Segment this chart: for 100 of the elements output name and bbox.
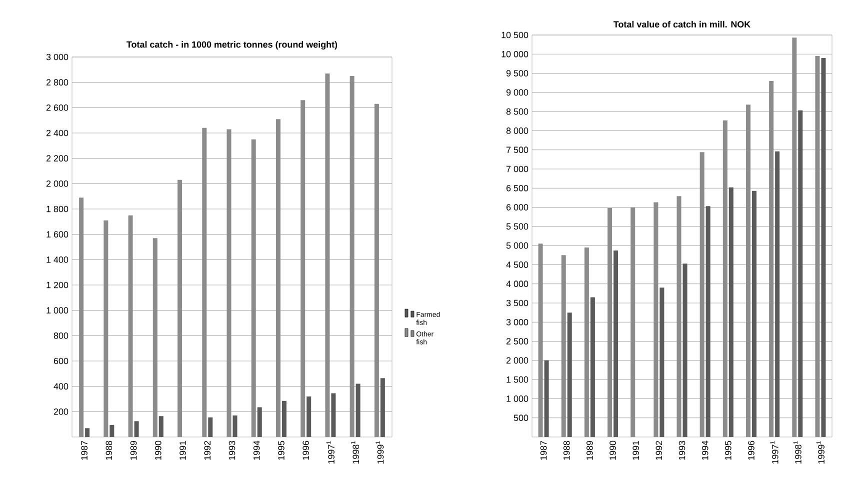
y-tick-label: 6 000 (506, 204, 528, 210)
bar (257, 407, 262, 437)
y-tick-label: 3 500 (506, 300, 528, 306)
bar (567, 312, 572, 437)
bar (608, 208, 612, 437)
y-tick-label: 6 500 (506, 184, 528, 192)
x-tick-label: 1989 (130, 440, 137, 460)
y-tick-label: 1 200 (46, 282, 68, 288)
x-tick-label: 1999$^{1}$ (376, 441, 384, 464)
x-tick-label: 1995 (724, 440, 732, 460)
bar (158, 416, 164, 437)
y-tick-label: 800 (54, 332, 68, 339)
y-tick-label: 1 400 (46, 256, 68, 263)
x-tick-label: 1990 (610, 440, 616, 460)
bar (746, 104, 750, 437)
x-tick-label: 1992 (656, 440, 662, 460)
x-tick-label: 1987 (81, 440, 88, 460)
bar (722, 120, 728, 437)
y-tick-label: 2 200 (46, 155, 68, 162)
bar (792, 38, 797, 437)
bar (706, 206, 710, 437)
bar (590, 297, 595, 437)
bar (728, 187, 734, 437)
y-tick-label: 2 400 (46, 130, 68, 136)
x-tick-label: 1993 (228, 440, 236, 460)
x-tick-label: 1998$^{1}$ (793, 441, 802, 464)
y-tick-label: 5 000 (506, 242, 528, 249)
bar (775, 151, 780, 437)
x-tick-label: 1995 (278, 440, 284, 460)
x-tick-label: 1987 (540, 440, 547, 460)
bar (815, 56, 820, 437)
bar (276, 119, 280, 437)
x-tick-label: 1991 (632, 440, 640, 460)
x-tick-label: 1991 (180, 440, 186, 460)
bar (300, 100, 306, 437)
x-tick-label: 1994 (702, 440, 708, 460)
y-tick-label: 3 000 (506, 318, 528, 326)
bar (614, 250, 618, 437)
y-tick-label: 9 500 (506, 70, 528, 76)
y-tick-label: 2 800 (46, 79, 68, 86)
y-tick-label: 1 800 (46, 206, 68, 212)
y-tick-label: 7 500 (506, 146, 528, 154)
bar (769, 80, 774, 437)
y-tick-label: 4 500 (506, 262, 528, 268)
x-tick-label: 1997$^{1}$ (326, 441, 334, 464)
x-tick-label: 1996 (748, 440, 754, 460)
x-tick-label: 1999$^{1}$ (816, 441, 824, 464)
y-tick-label: 2 000 (46, 180, 68, 187)
y-tick-label: 3 000 (46, 54, 68, 60)
bar (544, 360, 549, 437)
bar (654, 202, 658, 437)
chart-title: Total catch - in 1000 metric tonnes (round weight) (126, 41, 338, 50)
y-tick-label: 2 500 (506, 338, 528, 344)
bar (676, 196, 682, 437)
x-tick-label: 1988 (563, 440, 570, 460)
y-tick-label: 4 000 (506, 280, 528, 288)
bar (306, 396, 312, 437)
bar (660, 288, 664, 437)
bar (208, 417, 213, 437)
bar (821, 58, 826, 437)
y-tick-label: 600 (54, 358, 68, 364)
bar (682, 264, 688, 437)
y-tick-label: 2 600 (46, 104, 68, 111)
y-tick-label: 1 500 (506, 376, 528, 383)
y-tick-label: 400 (54, 383, 68, 390)
bar (282, 400, 286, 437)
bar (538, 244, 543, 437)
x-tick-label: 1988 (106, 440, 112, 460)
y-tick-label: 7 000 (506, 166, 528, 172)
bar (251, 139, 256, 437)
bar (178, 180, 182, 437)
y-tick-label: 1 000 (46, 307, 68, 314)
bar (350, 76, 354, 437)
x-tick-label: 1989 (586, 440, 593, 460)
x-tick-label: 1993 (678, 440, 686, 460)
x-tick-label: 1996 (302, 440, 310, 460)
y-tick-label: 8 500 (506, 108, 528, 115)
x-tick-label: 1992 (204, 440, 211, 460)
bar (356, 384, 360, 437)
bar (110, 424, 114, 437)
chart-title: Total value of catch in mill. NOK (614, 20, 751, 28)
y-tick-label: 1 600 (46, 231, 68, 238)
x-tick-label: 1997$^{1}$ (770, 441, 778, 464)
bar (561, 255, 566, 437)
bar (232, 415, 238, 437)
y-tick-label: 200 (54, 408, 68, 415)
bar (331, 393, 336, 437)
bar (752, 190, 756, 437)
y-tick-label: 10 000 (502, 50, 528, 58)
bar (630, 208, 636, 437)
x-tick-label: 1998$^{1}$ (351, 441, 360, 464)
bar (380, 378, 385, 437)
y-tick-label: 2 000 (506, 357, 528, 364)
bar (584, 247, 589, 437)
y-tick-label: 500 (514, 414, 528, 422)
bar (226, 129, 232, 437)
bar (202, 128, 207, 437)
bar (374, 104, 379, 437)
bar (128, 215, 133, 437)
bar (152, 238, 158, 437)
